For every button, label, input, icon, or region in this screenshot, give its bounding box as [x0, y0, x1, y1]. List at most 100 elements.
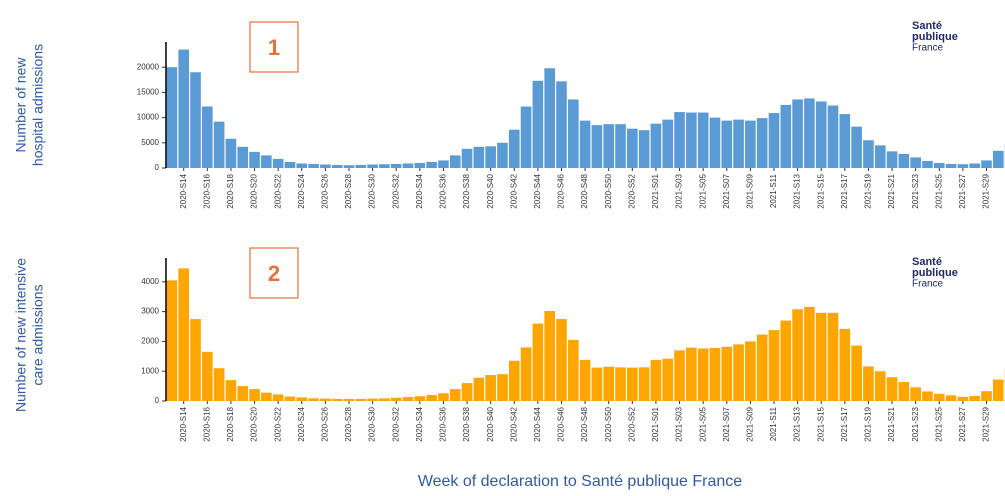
x-tick-label: 2020-S24	[297, 406, 306, 441]
bar	[874, 145, 886, 168]
bar	[166, 280, 178, 401]
bar	[686, 347, 697, 401]
bar	[981, 160, 992, 168]
bar	[627, 367, 638, 401]
bar	[390, 163, 402, 168]
bar	[969, 163, 980, 168]
x-tick-label: 2021-S05	[698, 406, 707, 441]
x-tick-label: 2020-S28	[344, 173, 353, 208]
bar	[615, 124, 626, 168]
bar	[768, 113, 780, 168]
annotation: 1	[268, 35, 280, 60]
y-axis-label: Number of new	[13, 57, 29, 153]
x-tick-label: 2021-S23	[911, 173, 920, 208]
x-tick-label: 2021-S19	[864, 173, 873, 208]
x-tick-label: 2020-S46	[557, 406, 566, 441]
bar	[343, 165, 355, 168]
x-tick-label: 2020-S24	[297, 173, 306, 208]
bar	[355, 398, 367, 401]
bar	[331, 398, 343, 401]
x-tick-label: 2021-S13	[793, 173, 802, 208]
bar	[461, 383, 473, 401]
bar	[733, 344, 744, 401]
bar	[756, 118, 768, 168]
x-tick-label: 2020-S22	[273, 406, 282, 441]
bar	[426, 161, 437, 168]
x-tick-label: 2021-S03	[675, 406, 684, 441]
bar	[320, 398, 331, 401]
x-tick-label: 2020-S20	[250, 406, 259, 441]
bar	[225, 380, 237, 401]
bar	[308, 163, 319, 168]
x-tick-label: 2021-S27	[958, 406, 967, 441]
x-tick-label: 2021-S25	[934, 173, 943, 208]
bar	[213, 368, 225, 401]
x-tick-label: 2021-S23	[911, 406, 920, 441]
annotation: 2	[268, 261, 280, 286]
bar	[827, 105, 839, 168]
bar	[709, 347, 721, 401]
bar	[638, 367, 650, 401]
bar	[379, 398, 390, 401]
bar	[461, 148, 473, 168]
x-tick-label: 2020-S18	[226, 173, 235, 208]
bar	[745, 120, 756, 168]
x-tick-label: 2020-S40	[486, 173, 495, 208]
x-tick-label: 2020-S16	[202, 406, 211, 441]
bar	[414, 162, 426, 168]
bar	[591, 367, 603, 401]
bar	[650, 359, 662, 401]
x-tick-label: 2020-S38	[462, 173, 471, 208]
x-tick-label: 2020-S38	[462, 406, 471, 441]
bar	[945, 163, 957, 168]
x-tick-label: 2020-S14	[179, 173, 188, 208]
y-axis-label: care admissions	[30, 284, 46, 385]
x-tick-label: 2021-S25	[934, 406, 943, 441]
x-tick-label: 2021-S09	[745, 173, 754, 208]
bar	[815, 312, 827, 401]
x-tick-label: 2020-S32	[391, 406, 400, 441]
bar	[178, 49, 190, 169]
annotation-box	[249, 247, 299, 299]
bar	[532, 80, 544, 168]
bar	[898, 381, 910, 401]
bar	[379, 164, 390, 168]
x-tick-label: 2020-S14	[179, 406, 188, 441]
bar	[933, 393, 945, 401]
bar	[780, 320, 792, 401]
bar	[945, 395, 957, 401]
bar	[355, 164, 367, 168]
y-axis-label: Number of new intensive	[13, 258, 29, 412]
bar	[792, 309, 803, 401]
x-tick-label: 2021-S15	[816, 173, 825, 208]
bar	[674, 350, 685, 401]
x-tick-label: 2021-S05	[698, 173, 707, 208]
x-tick-label: 2020-S42	[509, 406, 518, 441]
bar	[202, 106, 213, 168]
bar	[438, 160, 449, 168]
bar	[839, 328, 851, 401]
bar	[225, 138, 237, 168]
bar	[933, 162, 945, 168]
bar	[756, 334, 768, 401]
bar	[863, 140, 874, 168]
x-tick-label: 2021-S17	[840, 173, 849, 208]
bar	[272, 394, 284, 401]
bar	[390, 397, 402, 401]
x-tick-label: 2021-S21	[887, 173, 896, 208]
bar	[296, 397, 308, 401]
x-tick-label: 2021-S03	[675, 173, 684, 208]
y-tick-label: 0	[155, 163, 160, 172]
x-tick-label: 2020-S34	[415, 173, 424, 208]
bar	[615, 367, 626, 401]
y-axis-label: hospital admissions	[30, 44, 46, 166]
bar	[508, 129, 520, 168]
bar	[863, 366, 874, 401]
bar	[804, 306, 815, 401]
y-tick-label: 1000	[141, 366, 159, 375]
x-tick-label: 2021-S17	[840, 406, 849, 441]
x-tick-label: 2021-S01	[651, 406, 660, 441]
bar	[402, 163, 414, 168]
bar	[898, 153, 910, 168]
